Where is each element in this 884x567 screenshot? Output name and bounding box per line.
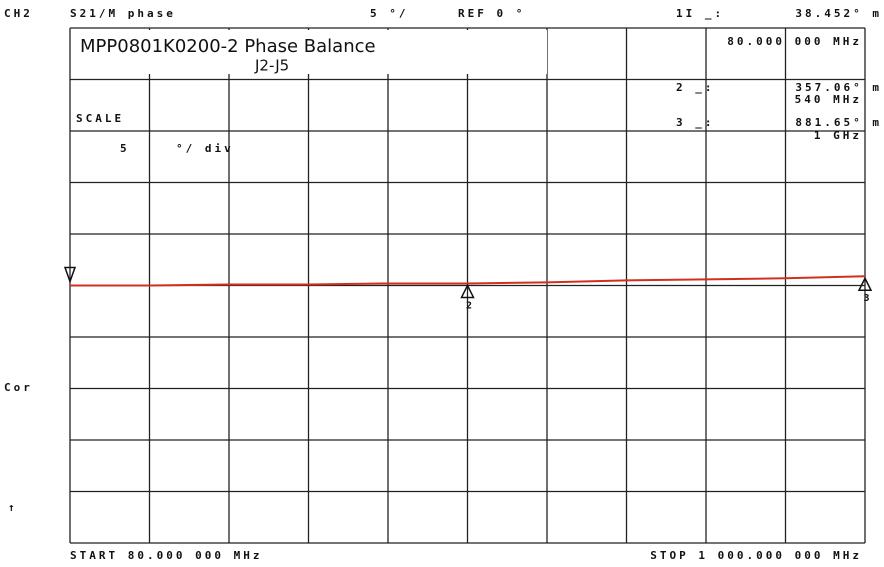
marker-readout: 881.65° m — [795, 116, 882, 129]
channel: CH2 — [4, 7, 33, 20]
marker-readout: 38.452° m — [795, 7, 882, 20]
scale-header: 5 °/ — [370, 7, 409, 20]
chart-title: MPP0801K0200-2 Phase Balance — [80, 36, 376, 57]
trace — [70, 275, 866, 287]
scale-label: SCALE — [76, 112, 124, 125]
plot — [69, 27, 866, 544]
scale-unit: °/ div — [176, 142, 234, 155]
title-box — [73, 30, 547, 74]
reference: REF 0 ° — [458, 7, 525, 20]
marker-label: 2 — [466, 300, 475, 311]
marker-id: 3 _: — [676, 116, 715, 129]
marker-id: 2 _: — [676, 81, 715, 94]
marker — [857, 276, 873, 291]
marker-frequency: 540 MHz — [795, 93, 862, 106]
marker-frequency: 80.000 000 MHz — [727, 35, 862, 48]
marker — [63, 266, 77, 284]
marker-id: 1I _: — [676, 7, 724, 20]
side-label: Cor — [4, 381, 33, 394]
scale-value: 5 — [120, 142, 130, 155]
marker-readout: 357.06° m — [795, 81, 882, 94]
start: START 80.000 000 MHz — [70, 549, 262, 562]
marker-frequency: 1 GHz — [814, 129, 862, 142]
marker-label: 3 — [863, 293, 872, 304]
chart-subtitle: J2-J5 — [254, 57, 289, 75]
marker — [460, 283, 475, 299]
stop: STOP 1 000.000 000 MHz — [650, 549, 862, 562]
parameter: S21/M phase — [70, 7, 176, 20]
side-label: ↑ — [8, 501, 18, 514]
